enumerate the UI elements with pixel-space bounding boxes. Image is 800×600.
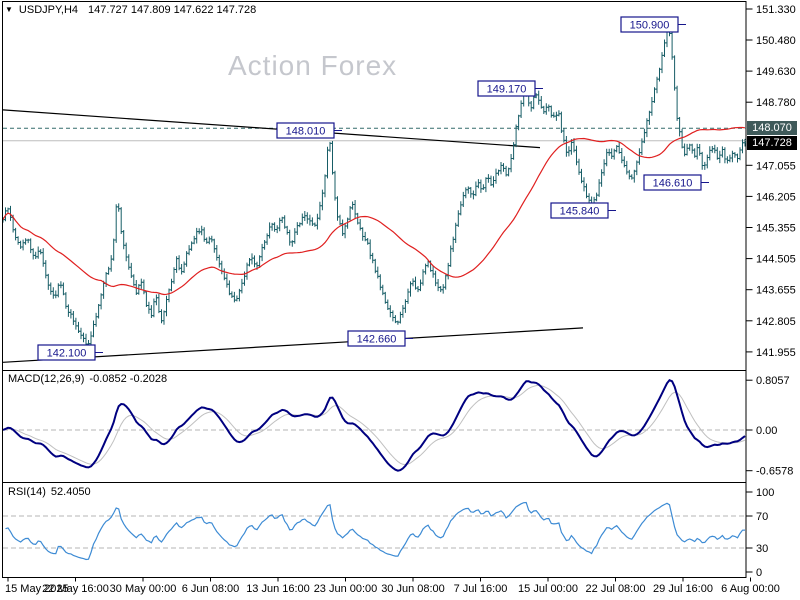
price-y-tick-label: 144.505 xyxy=(756,254,796,266)
price-callout-146.610[interactable]: 146.610 xyxy=(643,174,709,191)
x-axis-label: 15 May 2025 xyxy=(5,583,69,595)
price-y-tick-label: 147.055 xyxy=(756,160,796,172)
price-y-tick-label: 142.805 xyxy=(756,316,796,328)
macd-indicator-values: -0.0852 -0.2028 xyxy=(89,373,168,385)
macd-line xyxy=(3,378,746,472)
callout-text: 142.100 xyxy=(47,348,87,360)
rsi-line xyxy=(5,501,746,561)
price-y-tick-label: 149.630 xyxy=(756,66,796,78)
macd-pane-label: MACD(12,26,9) -0.0852 -0.2028 xyxy=(8,373,167,385)
callout-text: 150.900 xyxy=(630,20,670,32)
rsi-y-tick-label: 30 xyxy=(756,543,768,555)
chart-title-bar: ▼ USDJPY,H4 147.727 147.809 147.622 147.72… xyxy=(5,4,256,16)
rsi-pane xyxy=(3,501,746,561)
price-y-tick-label: 150.480 xyxy=(756,35,796,47)
x-axis-label: 7 Jul 16:00 xyxy=(454,583,508,595)
rsi-y-tick-label: 0 xyxy=(756,567,762,579)
price-y-tick-label: 148.780 xyxy=(756,97,796,109)
macd-y-tick-label: 0.00 xyxy=(756,425,777,437)
x-axis-label: 6 Aug 00:00 xyxy=(721,583,780,595)
rsi-y-tick-label: 100 xyxy=(756,487,774,499)
descending-resistance-trendline[interactable] xyxy=(3,109,541,149)
callout-text: 149.170 xyxy=(487,84,527,96)
callout-box xyxy=(620,16,679,33)
watermark: Action Forex xyxy=(228,50,398,81)
x-axis-label: 30 May 00:00 xyxy=(110,583,177,595)
price-callout-142.100[interactable]: 142.100 xyxy=(37,344,103,361)
symbol-label: USDJPY,H4 xyxy=(18,4,79,16)
price-pane xyxy=(3,27,746,363)
callout-box xyxy=(643,174,702,191)
price-bars-series xyxy=(3,27,746,346)
ascending-support-trendline[interactable] xyxy=(3,327,584,363)
x-axis-label: 13 Jun 16:00 xyxy=(246,583,310,595)
macd-y-tick-label: 0.8057 xyxy=(756,375,790,387)
x-axis-label: 29 Jul 16:00 xyxy=(653,583,713,595)
callout-text: 146.610 xyxy=(653,178,693,190)
callout-text: 142.660 xyxy=(357,334,397,346)
price-callout-150.900[interactable]: 150.900 xyxy=(620,16,686,33)
macd-pane xyxy=(3,378,746,472)
moving-average-line xyxy=(3,126,746,296)
callout-text: 148.010 xyxy=(286,126,326,138)
price-callout-148.010[interactable]: 148.010 xyxy=(276,122,342,139)
x-axis-label: 6 Jun 08:00 xyxy=(182,583,240,595)
price-y-tick-label: 146.205 xyxy=(756,191,796,203)
quote-values: 147.727 147.809 147.622 147.728 xyxy=(88,4,257,16)
price-bars-close-ticks xyxy=(3,30,746,345)
x-axis-label: 15 Jul 00:00 xyxy=(518,583,578,595)
callout-box xyxy=(37,344,96,361)
plot-border xyxy=(2,1,747,578)
price-callout-149.170[interactable]: 149.170 xyxy=(477,80,543,97)
callout-text: 145.840 xyxy=(560,206,600,218)
macd-y-tick-label: -0.6578 xyxy=(756,466,793,478)
rsi-y-tick-label: 70 xyxy=(756,511,768,523)
rsi-pane-label: RSI(14) 52.4050 xyxy=(8,486,91,498)
x-axis-label: 22 May 16:00 xyxy=(42,583,109,595)
rsi-indicator-name: RSI(14) xyxy=(8,486,46,498)
rsi-indicator-value: 52.4050 xyxy=(50,486,91,498)
level-price-badge: 148.070 xyxy=(747,121,797,135)
macd-signal-line xyxy=(3,384,746,466)
x-axis-label: 23 Jun 00:00 xyxy=(314,583,378,595)
price-y-tick-label: 151.330 xyxy=(756,4,796,16)
x-axis-label: 22 Jul 08:00 xyxy=(586,583,646,595)
x-axis-label: 30 Jun 08:00 xyxy=(381,583,445,595)
current-price-badge: 147.728 xyxy=(747,136,797,150)
symbol-dropdown-icon[interactable]: ▼ xyxy=(5,5,13,14)
price-y-tick-label: 141.955 xyxy=(756,347,796,359)
callout-box xyxy=(276,122,335,139)
price-y-tick-label: 143.655 xyxy=(756,285,796,297)
price-y-tick-label: 145.355 xyxy=(756,223,796,235)
macd-indicator-name: MACD(12,26,9) xyxy=(8,373,85,385)
callout-box xyxy=(347,330,406,347)
callout-box xyxy=(477,80,536,97)
price-callout-142.660[interactable]: 142.660 xyxy=(347,330,413,347)
callout-box xyxy=(550,202,609,219)
price-bars-open-ticks xyxy=(3,30,745,345)
price-callout-145.840[interactable]: 145.840 xyxy=(550,202,616,219)
